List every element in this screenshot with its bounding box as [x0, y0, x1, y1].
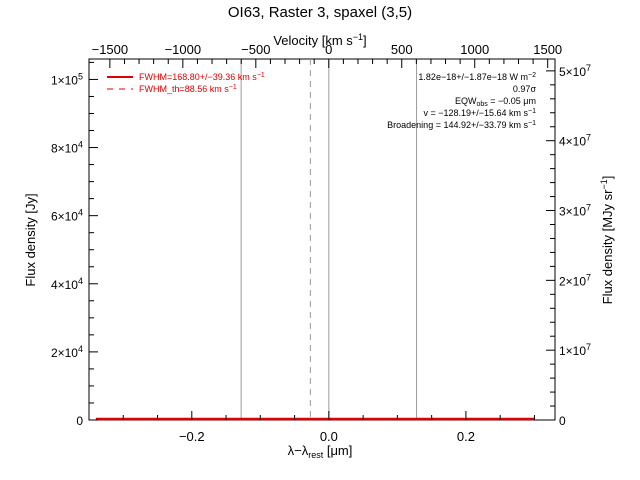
top-tick-label: 1000 — [460, 42, 489, 57]
legend-entry-fwhm: FWHM=168.80+/−39.36 km s−1 — [139, 72, 265, 82]
top-tick-label: 1500 — [533, 42, 562, 57]
x-tick-label: 0.0 — [320, 429, 338, 444]
right-axis: 0 1×107 2×107 3×107 4×107 5×107 — [546, 63, 591, 428]
top-tick-label: 500 — [391, 42, 413, 57]
y-right-tick-label: 2×107 — [559, 272, 591, 288]
left-axis: 0 2×104 4×104 6×104 8×104 1×105 — [51, 61, 98, 428]
y-right-tick-label: 5×107 — [559, 63, 591, 79]
top-axis-label: Velocity [km s−1] — [273, 32, 366, 48]
y-left-tick-label: 8×104 — [51, 140, 83, 156]
y-right-tick-label: 1×107 — [559, 342, 591, 358]
legend-entry-fwhm-th: FWHM_th=88.56 km s−1 — [139, 84, 237, 94]
annotation-velocity: v = −128.19+/−15.64 km s−1 — [423, 108, 536, 118]
annotation-sigma: 0.97σ — [513, 84, 537, 94]
legend: FWHM=168.80+/−39.36 km s−1 FWHM_th=88.56… — [107, 72, 265, 94]
annotation-eqw: EQWobs = −0.05 μm — [455, 96, 536, 108]
y-left-tick-label: 2×104 — [51, 344, 83, 360]
reference-lines — [240, 59, 418, 420]
y-left-tick-label: 4×104 — [51, 276, 83, 292]
x-axis-label: λ−λrest [μm] — [288, 443, 353, 460]
y-left-tick-label: 1×105 — [51, 71, 83, 87]
top-tick-label: −500 — [241, 42, 270, 57]
y-left-tick-label: 0 — [76, 414, 83, 428]
chart-title: OI63, Raster 3, spaxel (3,5) — [228, 4, 412, 21]
top-tick-label: −1500 — [92, 42, 129, 57]
x-tick-label: 0.2 — [457, 429, 475, 444]
top-axis: −1500 −1000 −500 0 500 1000 1500 — [92, 42, 562, 68]
y-right-tick-label: 3×107 — [559, 203, 591, 219]
y-axis-label-left: Flux density [Jy] — [23, 193, 38, 286]
y-axis-label-right: Flux density [MJy sr−1] — [599, 176, 615, 305]
annotation-flux: 1.82e−18+/−1.87e−18 W m−2 — [418, 72, 536, 82]
bottom-axis: −0.2 0.0 0.2 — [122, 411, 535, 444]
annotations: 1.82e−18+/−1.87e−18 W m−2 0.97σ EQWobs =… — [387, 72, 536, 130]
top-tick-label: 0 — [325, 42, 332, 57]
top-tick-label: −1000 — [165, 42, 202, 57]
y-left-tick-label: 6×104 — [51, 208, 83, 224]
y-right-tick-label: 0 — [559, 414, 566, 428]
annotation-broadening: Broadening = 144.92+/−33.79 km s−1 — [387, 120, 536, 130]
x-tick-label: −0.2 — [179, 429, 205, 444]
y-right-tick-label: 4×107 — [559, 133, 591, 149]
